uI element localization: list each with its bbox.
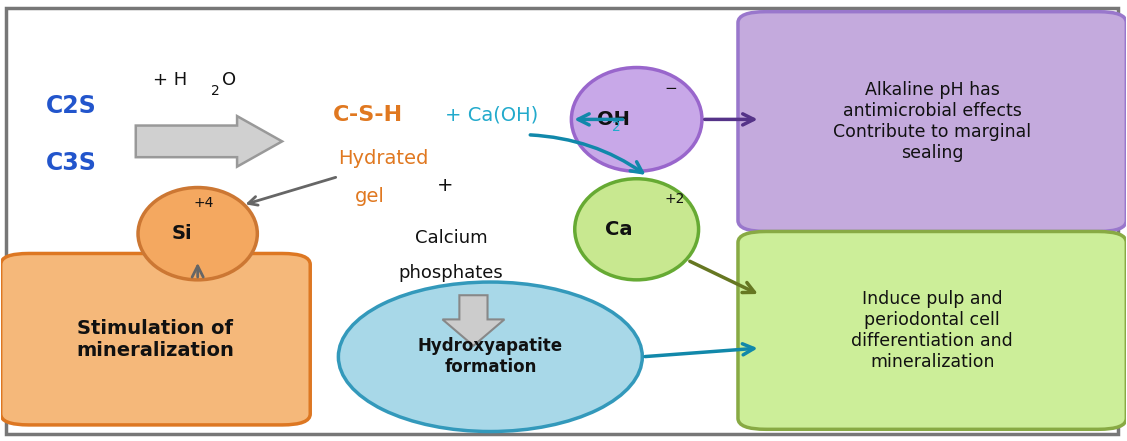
Text: OH: OH [597,110,630,129]
FancyArrow shape [135,116,282,167]
Text: Alkaline pH has
antimicrobial effects
Contribute to marginal
sealing: Alkaline pH has antimicrobial effects Co… [833,82,1031,162]
Text: +: + [437,176,453,195]
Text: C3S: C3S [46,151,97,176]
Text: +4: +4 [193,196,213,210]
FancyBboxPatch shape [738,11,1126,232]
Text: gel: gel [355,187,385,206]
FancyArrow shape [443,295,505,346]
Text: C-S-H: C-S-H [332,105,402,125]
Text: Si: Si [171,224,192,243]
Ellipse shape [575,179,699,280]
Text: Stimulation of
mineralization: Stimulation of mineralization [77,319,234,360]
FancyBboxPatch shape [1,254,310,425]
Text: 2: 2 [612,120,621,135]
FancyBboxPatch shape [7,8,1118,434]
Text: Calcium: Calcium [415,229,487,247]
Text: Ca: Ca [605,220,632,239]
Text: Hydroxyapatite
formation: Hydroxyapatite formation [418,337,562,376]
Text: phosphates: phosphates [399,264,504,282]
Text: C2S: C2S [46,94,97,118]
Text: O: O [222,71,237,89]
Text: + Ca(OH): + Ca(OH) [445,105,539,124]
Text: −: − [665,81,677,96]
Text: 2: 2 [211,84,220,98]
Ellipse shape [571,67,702,171]
Text: + H: + H [152,71,187,89]
Ellipse shape [137,187,257,280]
Text: Hydrated: Hydrated [338,149,428,168]
FancyBboxPatch shape [738,232,1126,430]
Text: +2: +2 [665,191,685,206]
Text: Induce pulp and
periodontal cell
differentiation and
mineralization: Induce pulp and periodontal cell differe… [851,290,1013,370]
Ellipse shape [338,282,642,431]
